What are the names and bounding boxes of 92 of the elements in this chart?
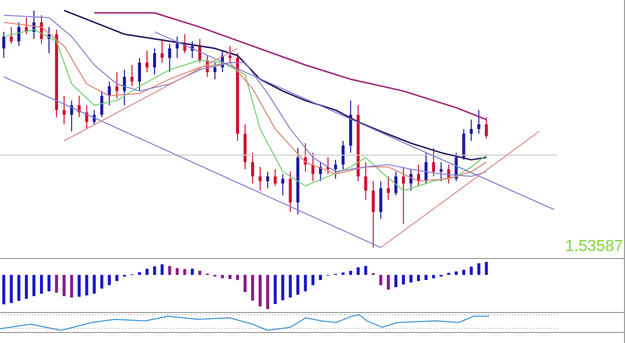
bar xyxy=(477,263,480,275)
candlestick xyxy=(470,119,473,142)
bar xyxy=(402,274,405,284)
bar xyxy=(470,266,473,275)
candlestick xyxy=(62,95,66,125)
candlestick xyxy=(176,36,179,58)
bar xyxy=(85,274,88,296)
bar xyxy=(311,274,314,286)
bar xyxy=(364,266,368,275)
bar xyxy=(10,274,13,303)
candlestick xyxy=(258,166,262,192)
bar xyxy=(220,274,224,278)
candlestick xyxy=(130,64,134,87)
candlestick xyxy=(266,171,270,189)
bar xyxy=(168,266,172,275)
bar xyxy=(32,274,36,296)
candlestick xyxy=(281,174,284,196)
candlestick xyxy=(228,46,232,64)
bar xyxy=(462,270,466,275)
bar xyxy=(48,274,51,292)
bar xyxy=(228,274,232,279)
candlestick xyxy=(342,140,345,170)
bar xyxy=(40,274,43,294)
candlestick xyxy=(213,62,216,80)
candlestick xyxy=(168,43,172,73)
bar xyxy=(236,274,240,280)
bar xyxy=(409,274,412,282)
bar xyxy=(108,274,111,286)
candlestick xyxy=(432,147,436,177)
bar xyxy=(296,274,300,295)
bar xyxy=(288,274,292,298)
bar xyxy=(244,274,247,292)
bar xyxy=(17,274,20,301)
bar xyxy=(138,272,141,275)
bar xyxy=(24,274,28,299)
candlestick xyxy=(484,116,488,139)
candlestick xyxy=(251,152,254,184)
bar xyxy=(424,274,428,280)
candlestick xyxy=(138,57,141,92)
bar xyxy=(183,269,186,275)
bar xyxy=(78,274,81,297)
bar xyxy=(92,274,96,294)
candlestick xyxy=(334,159,338,180)
bar xyxy=(176,268,179,275)
bar xyxy=(274,274,277,304)
bar xyxy=(484,262,488,275)
candlestick xyxy=(100,90,104,118)
bar xyxy=(70,274,74,298)
candlestick xyxy=(122,69,126,106)
candlestick xyxy=(115,72,118,99)
bar xyxy=(190,268,194,275)
candlestick xyxy=(402,166,405,224)
bar xyxy=(454,271,458,275)
candlestick xyxy=(379,180,382,220)
bar xyxy=(266,274,270,310)
bar xyxy=(153,266,156,275)
bar xyxy=(356,267,360,275)
bar xyxy=(318,274,322,280)
bar xyxy=(394,274,398,288)
candlestick xyxy=(386,176,390,201)
bar xyxy=(349,270,352,275)
text: 1.53587 xyxy=(565,238,623,256)
bar xyxy=(2,274,6,304)
candlestick xyxy=(160,38,164,64)
bar xyxy=(251,274,254,301)
candlestick xyxy=(10,26,13,44)
candlestick xyxy=(153,48,156,75)
bar xyxy=(100,274,104,289)
candlestick xyxy=(288,171,292,212)
bar xyxy=(386,274,390,290)
candlestick xyxy=(372,180,375,248)
bar xyxy=(304,274,307,292)
bar xyxy=(198,270,202,275)
bar xyxy=(146,268,149,275)
candlestick xyxy=(17,22,20,47)
bar xyxy=(281,274,284,300)
candlestick xyxy=(477,110,480,134)
bar xyxy=(258,274,262,306)
bar xyxy=(115,274,118,282)
bar xyxy=(432,274,436,278)
candlestick xyxy=(394,171,398,196)
candlestick xyxy=(364,162,368,201)
bar xyxy=(416,274,420,282)
bar xyxy=(55,274,58,293)
candlestick xyxy=(2,31,6,58)
candlestick xyxy=(462,128,466,160)
bar xyxy=(160,264,164,275)
candlestick xyxy=(274,168,277,186)
bar xyxy=(379,274,382,286)
candlestick xyxy=(146,50,149,73)
bar xyxy=(62,274,66,296)
bar xyxy=(342,272,345,275)
